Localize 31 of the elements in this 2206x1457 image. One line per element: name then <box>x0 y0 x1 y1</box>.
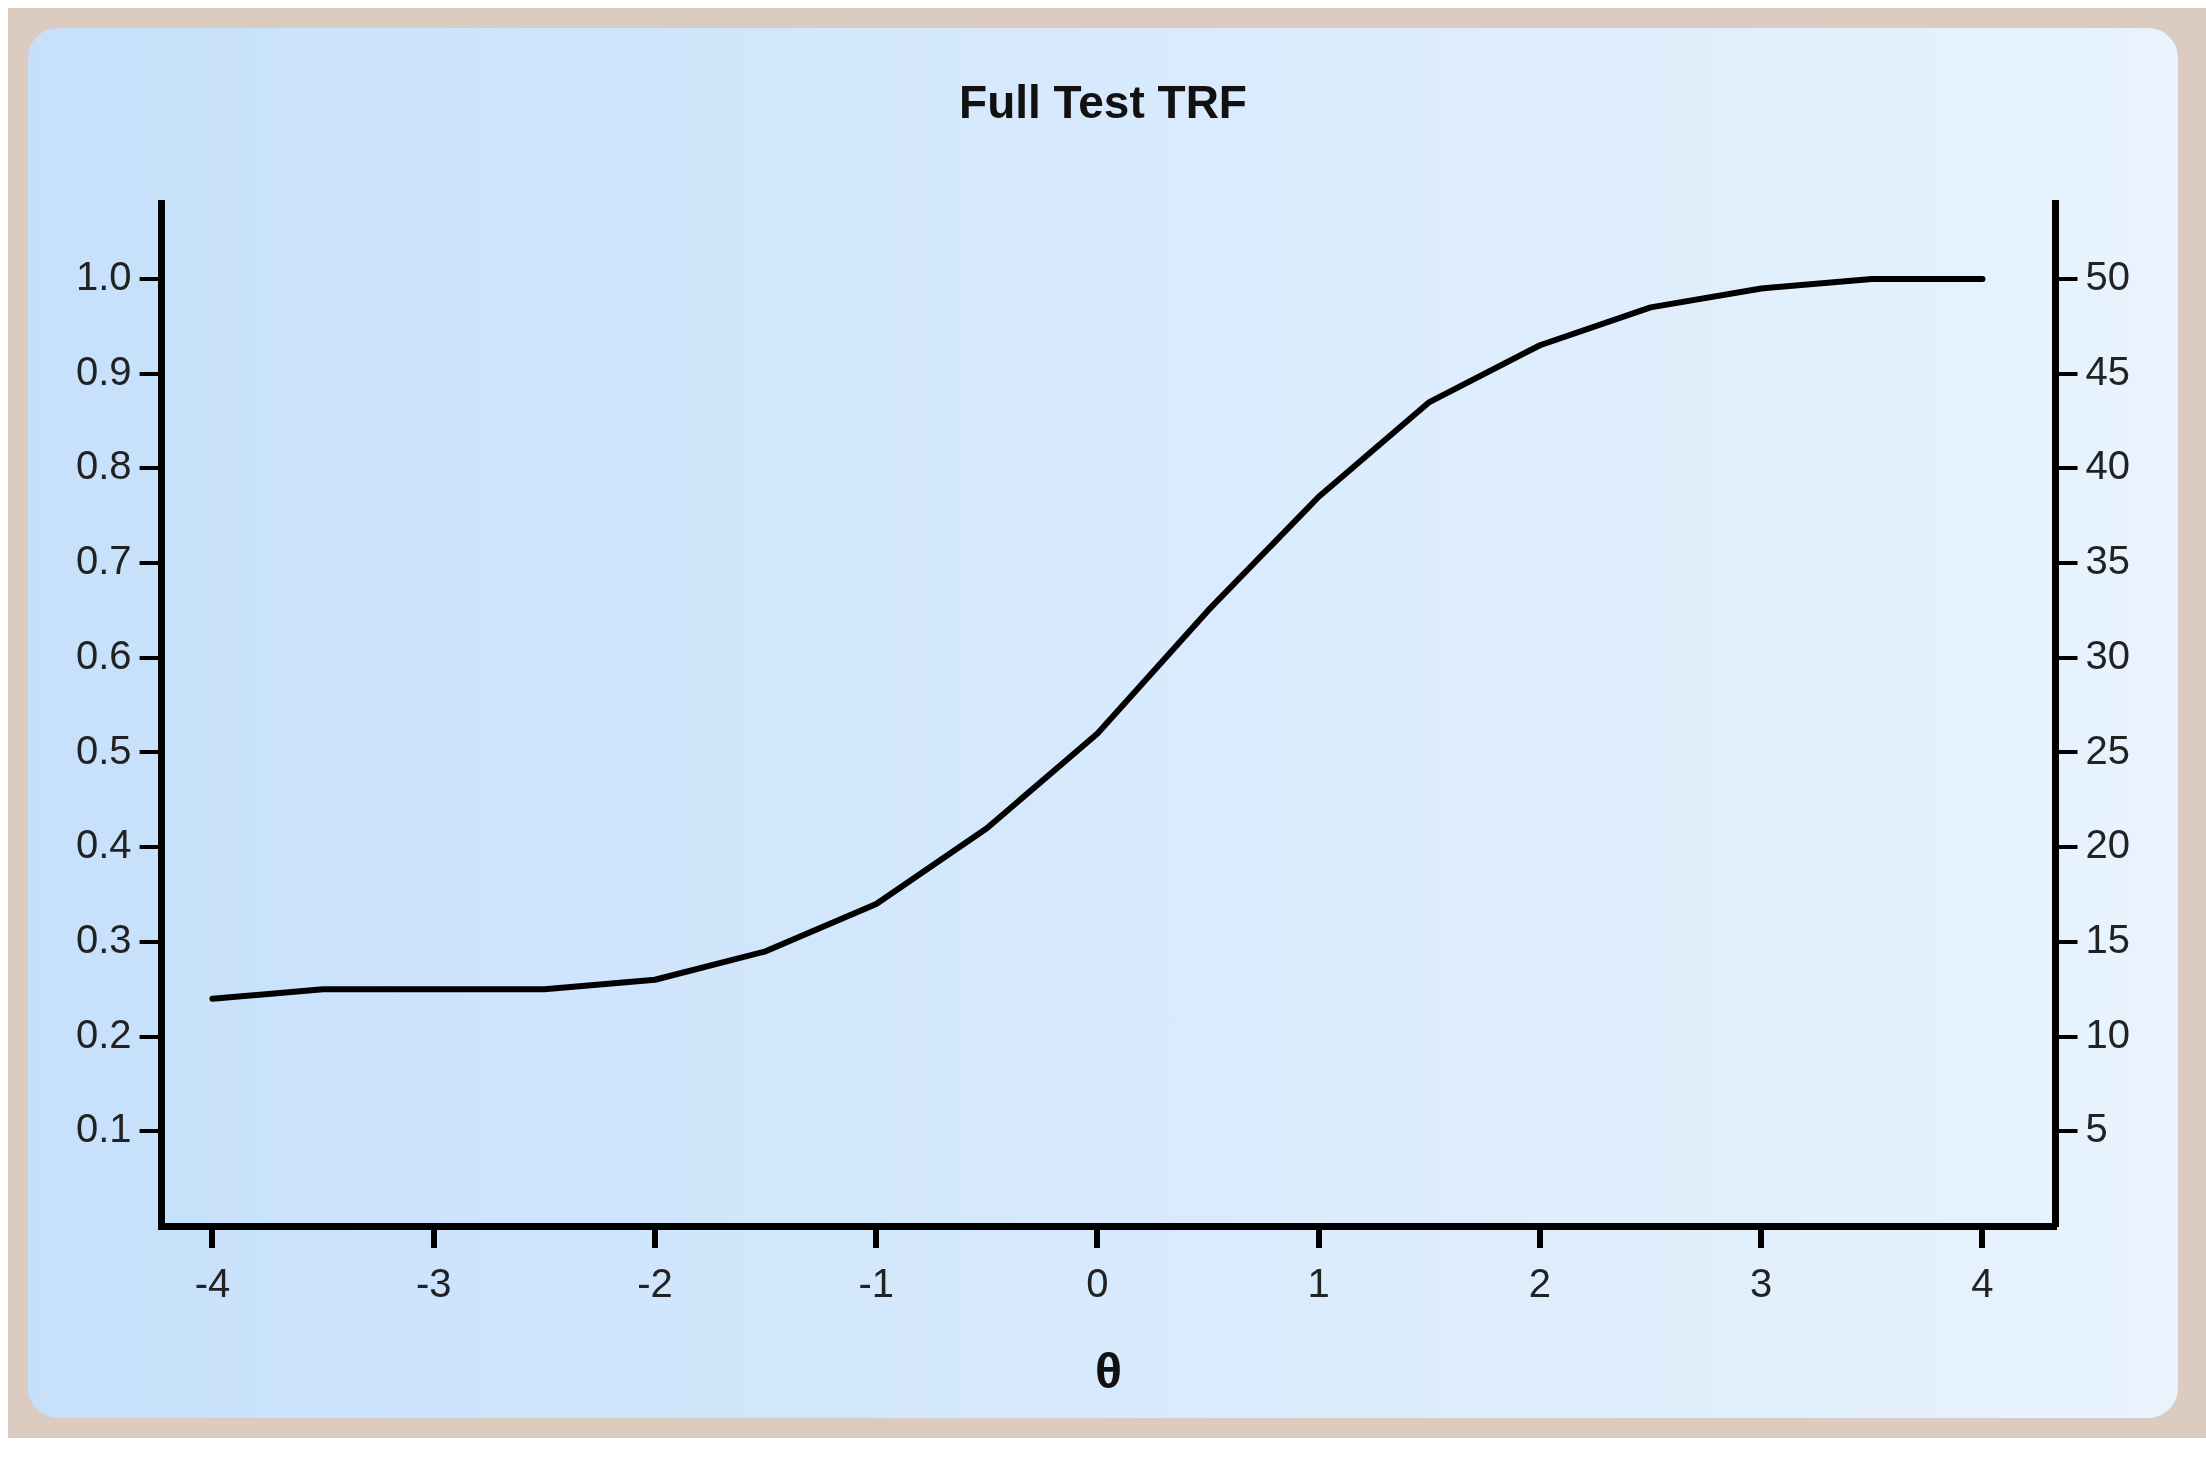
x-axis-title: θ <box>1095 1342 1123 1399</box>
chart-title: Full Test TRF <box>959 76 1247 129</box>
y2-tick-label: 10 <box>2085 1011 2131 1056</box>
x-tick-label: -4 <box>194 1261 231 1306</box>
y-tick-label: 0.5 <box>76 727 132 772</box>
y-tick-label: 0.9 <box>76 348 132 393</box>
x-tick-label: -2 <box>637 1261 673 1306</box>
y2-tick-label: 45 <box>2085 348 2131 393</box>
x-tick-label: -1 <box>858 1261 895 1306</box>
y-tick-label: 0.2 <box>76 1011 132 1056</box>
y2-tick-label: 30 <box>2085 632 2131 677</box>
y-tick-label: 0.6 <box>76 632 132 677</box>
y-tick-label: 0.8 <box>76 443 132 488</box>
y2-tick-label: 35 <box>2085 538 2131 583</box>
x-tick-label: 1 <box>1307 1261 1330 1306</box>
x-tick-label: -3 <box>415 1261 452 1306</box>
x-tick-label: 0 <box>1086 1261 1109 1306</box>
y-tick-label: 0.3 <box>76 916 132 961</box>
x-tick-label: 2 <box>1528 1261 1552 1306</box>
y-tick-label: 1.0 <box>76 253 132 298</box>
y2-tick-label: 25 <box>2085 727 2131 772</box>
y2-tick-label: 50 <box>2085 253 2131 298</box>
y2-tick-label: 15 <box>2085 916 2131 961</box>
x-tick-label: 4 <box>1971 1261 1994 1306</box>
x-tick-label: 3 <box>1750 1261 1773 1306</box>
y2-tick-label: 20 <box>2085 822 2131 867</box>
y-tick-label: 0.1 <box>76 1106 132 1151</box>
y-tick-label: 0.7 <box>76 538 132 583</box>
y-tick-label: 0.4 <box>76 822 132 867</box>
y2-tick-label: 5 <box>2085 1106 2108 1151</box>
y2-tick-label: 40 <box>2085 443 2131 488</box>
